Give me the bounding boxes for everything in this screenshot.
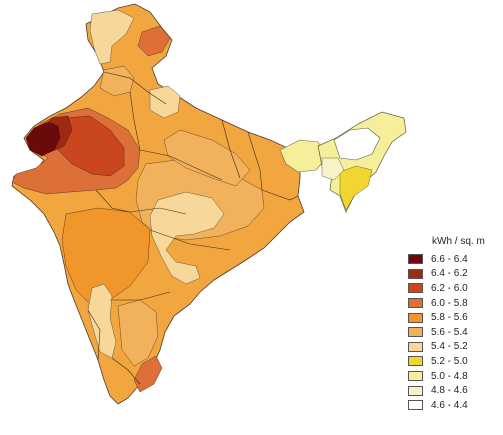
- legend-swatch: [408, 298, 423, 309]
- legend-swatch: [408, 283, 423, 294]
- legend-item: 6.0 - 5.8: [408, 296, 500, 311]
- legend-swatch: [408, 268, 423, 279]
- legend-label: 5.2 - 5.0: [431, 355, 468, 367]
- legend-label: 5.4 - 5.2: [431, 341, 468, 353]
- radiation-zone-assam-4.6: [333, 127, 381, 161]
- legend-item: 6.2 - 6.0: [408, 281, 500, 296]
- legend-item: 5.6 - 5.4: [408, 325, 500, 340]
- legend-swatch: [408, 400, 423, 411]
- legend-swatch: [408, 385, 423, 396]
- radiation-zone-south-5.6: [117, 299, 159, 367]
- legend-swatch: [408, 356, 423, 367]
- legend-item: 5.0 - 4.8: [408, 369, 500, 384]
- legend-rows: 6.6 - 6.4 6.4 - 6.2 6.2 - 6.0 6.0 - 5.8 5.8 …: [408, 252, 500, 413]
- radiation-zone-northeast-5.0: [339, 165, 373, 211]
- legend-item: 6.6 - 6.4: [408, 252, 500, 267]
- legend-item: 5.8 - 5.6: [408, 310, 500, 325]
- legend-label: 4.6 - 4.4: [431, 399, 468, 411]
- legend-label: 6.4 - 6.2: [431, 268, 468, 280]
- legend-swatch: [408, 327, 423, 338]
- radiation-zone-ganga-5.6: [163, 129, 251, 187]
- legend-swatch: [408, 341, 423, 352]
- radiation-zone-assam-4.8: [321, 157, 345, 181]
- legend-swatch: [408, 254, 423, 265]
- radiation-zone-tamilnadu-6.0: [133, 355, 163, 393]
- legend-item: 4.6 - 4.4: [408, 398, 500, 413]
- radiation-zone-ladakh: [137, 25, 171, 57]
- radiation-zone-central-5.4: [149, 191, 225, 285]
- radiation-zone-south-light: [87, 283, 117, 359]
- legend-swatch: [408, 371, 423, 382]
- legend-item: 4.8 - 4.6: [408, 383, 500, 398]
- radiation-zone-north-light: [89, 9, 135, 65]
- legend-label: 4.8 - 4.6: [431, 385, 468, 397]
- radiation-zone-west-5.8: [61, 207, 151, 305]
- radiation-zone-uttarakhand: [149, 85, 181, 119]
- legend-item: 5.4 - 5.2: [408, 340, 500, 355]
- legend-label: 6.0 - 5.8: [431, 297, 468, 309]
- legend-label: 5.0 - 4.8: [431, 370, 468, 382]
- legend-item: 5.2 - 5.0: [408, 354, 500, 369]
- legend-label: 5.8 - 5.6: [431, 312, 468, 324]
- legend-label: 6.6 - 6.4: [431, 253, 468, 265]
- legend-label: 6.2 - 6.0: [431, 282, 468, 294]
- legend-label: 5.6 - 5.4: [431, 326, 468, 338]
- legend-item: 6.4 - 6.2: [408, 267, 500, 282]
- legend-swatch: [408, 312, 423, 323]
- radiation-zone-6.6-6.4: [25, 121, 61, 157]
- legend: kWh / sq. m 6.6 - 6.4 6.4 - 6.2 6.2 - 6.0 6…: [408, 236, 500, 413]
- legend-title: kWh / sq. m: [432, 236, 485, 247]
